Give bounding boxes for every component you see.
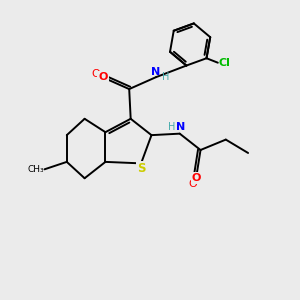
Text: O: O	[192, 173, 201, 183]
Text: S: S	[137, 162, 146, 175]
Text: O: O	[98, 72, 108, 82]
Text: CH₃: CH₃	[27, 165, 44, 174]
Text: O: O	[188, 178, 197, 189]
Text: N: N	[151, 67, 160, 77]
Text: N: N	[176, 122, 185, 132]
Text: H: H	[168, 122, 175, 132]
Text: O: O	[92, 69, 100, 79]
Text: H: H	[162, 72, 169, 82]
Text: Cl: Cl	[218, 58, 230, 68]
Text: S: S	[137, 162, 146, 175]
